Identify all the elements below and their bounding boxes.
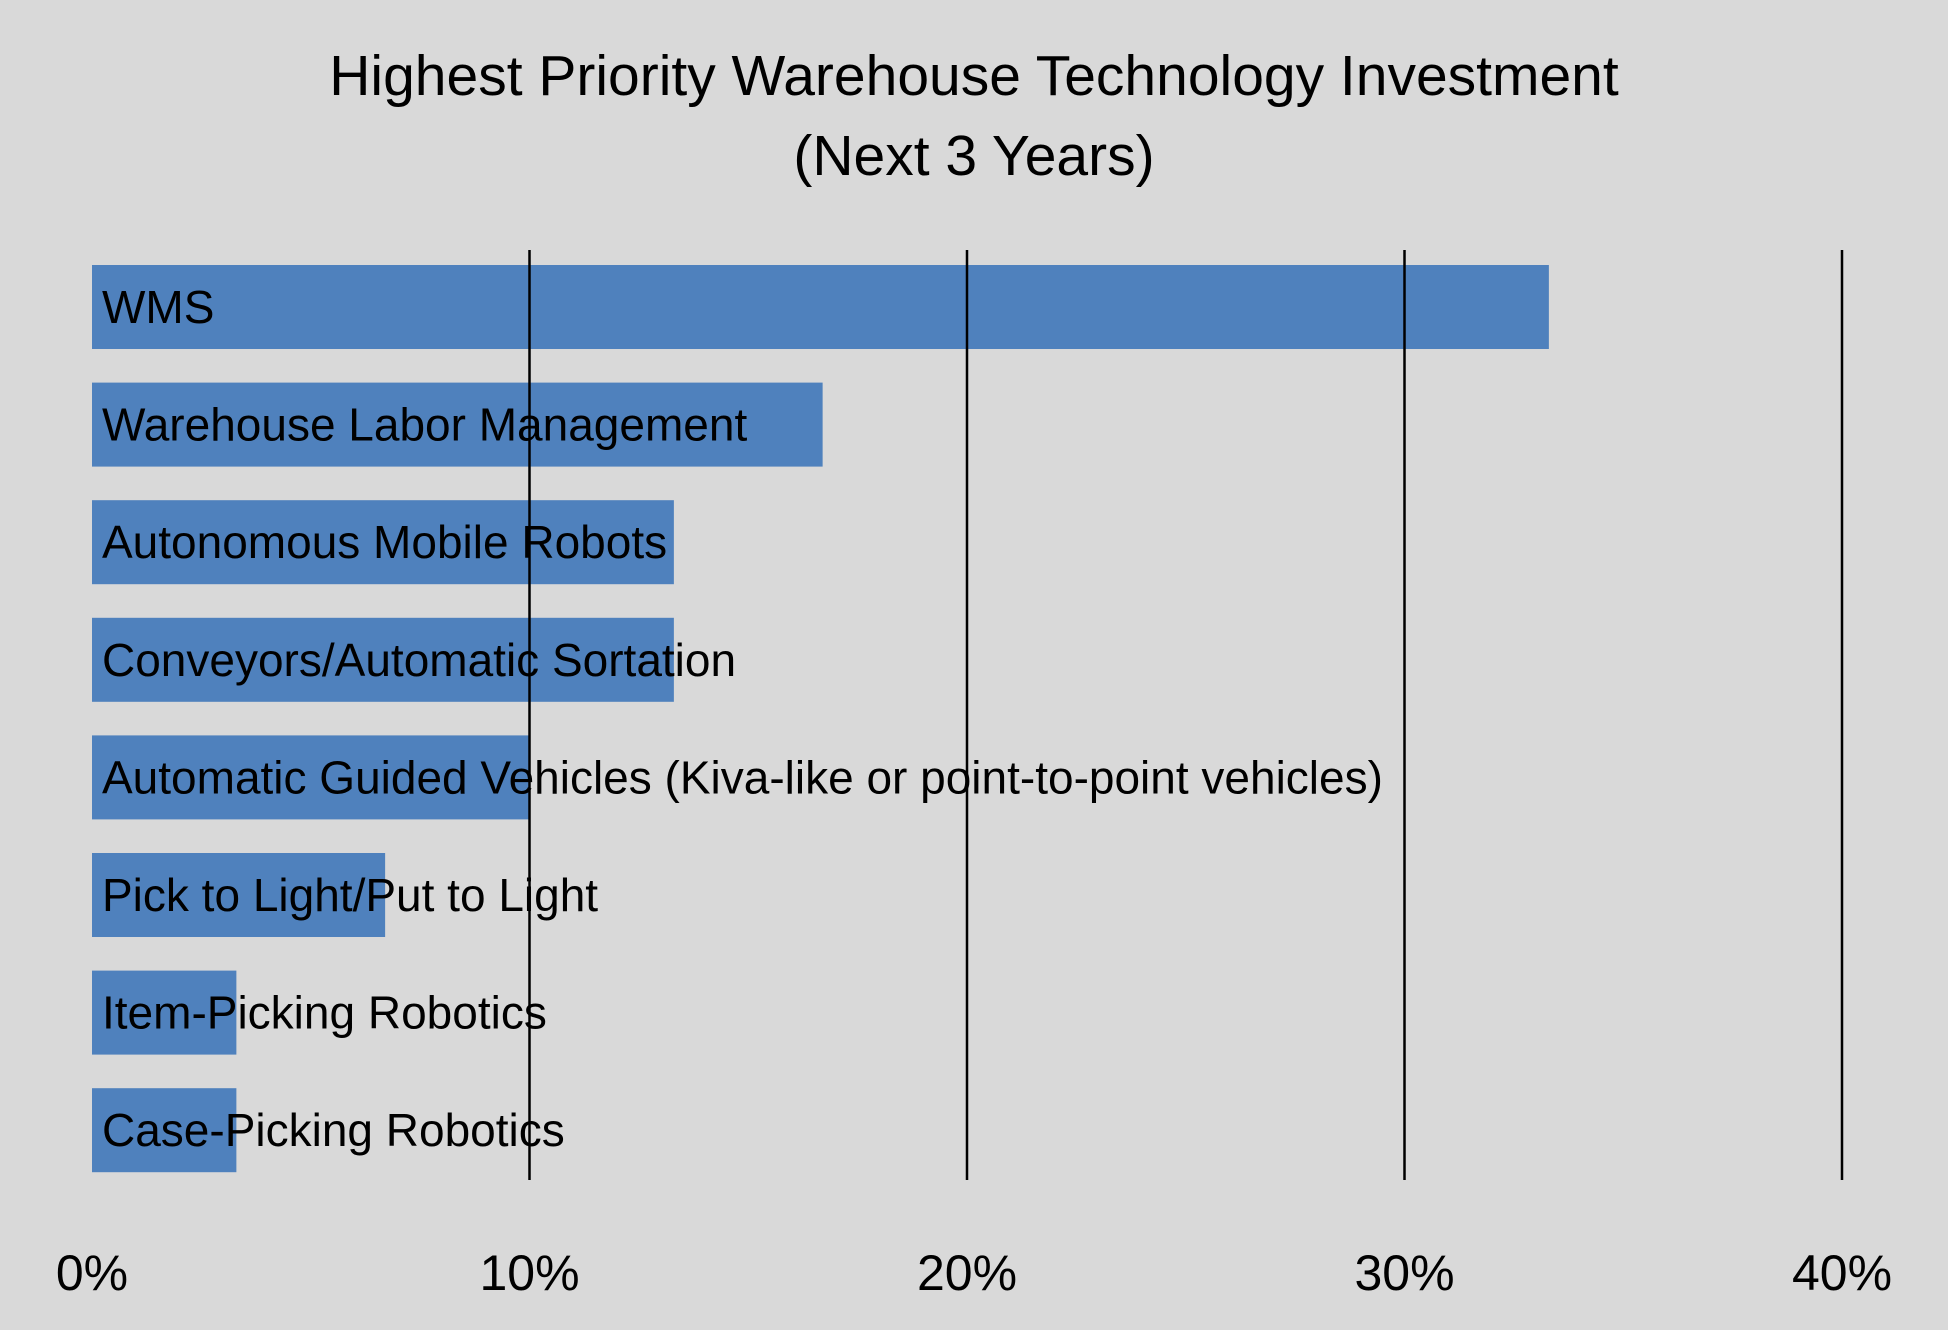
bar-3: [92, 500, 674, 585]
bars-layer: [92, 265, 1549, 1173]
category-label-2: Warehouse Labor Management: [102, 399, 747, 451]
category-label-8: Case-Picking Robotics: [102, 1104, 565, 1156]
x-tick-label-40: 40%: [1792, 1245, 1892, 1301]
chart-title: Highest Priority Warehouse Technology In…: [329, 44, 1619, 108]
x-tick-label-20: 20%: [917, 1245, 1017, 1301]
bar-6: [92, 853, 386, 937]
category-label-4: Conveyors/Automatic Sortation: [102, 634, 736, 686]
category-label-7: Item-Picking Robotics: [102, 987, 547, 1039]
bar-7: [92, 970, 237, 1055]
bar-4: [92, 617, 674, 702]
x-tick-label-30: 30%: [1354, 1245, 1454, 1301]
category-label-3: Autonomous Mobile Robots: [102, 516, 667, 568]
gridlines: [528, 250, 1844, 1180]
chart-subtitle: (Next 3 Years): [793, 124, 1155, 188]
x-tick-label-10: 10%: [479, 1245, 579, 1301]
bar-2: [92, 382, 823, 467]
category-label-5: Automatic Guided Vehicles (Kiva-like or …: [102, 751, 1383, 803]
x-axis-tick-labels: 0% 10% 20% 30% 40%: [56, 1245, 1892, 1301]
category-labels: WMS Warehouse Labor Management Autonomous …: [102, 281, 1383, 1156]
bar-8: [92, 1088, 237, 1173]
x-tick-label-0: 0%: [56, 1245, 128, 1301]
bar-1: [92, 265, 1549, 349]
bar-5: [92, 735, 530, 820]
category-label-6: Pick to Light/Put to Light: [102, 869, 598, 921]
category-label-1: WMS: [102, 281, 214, 333]
